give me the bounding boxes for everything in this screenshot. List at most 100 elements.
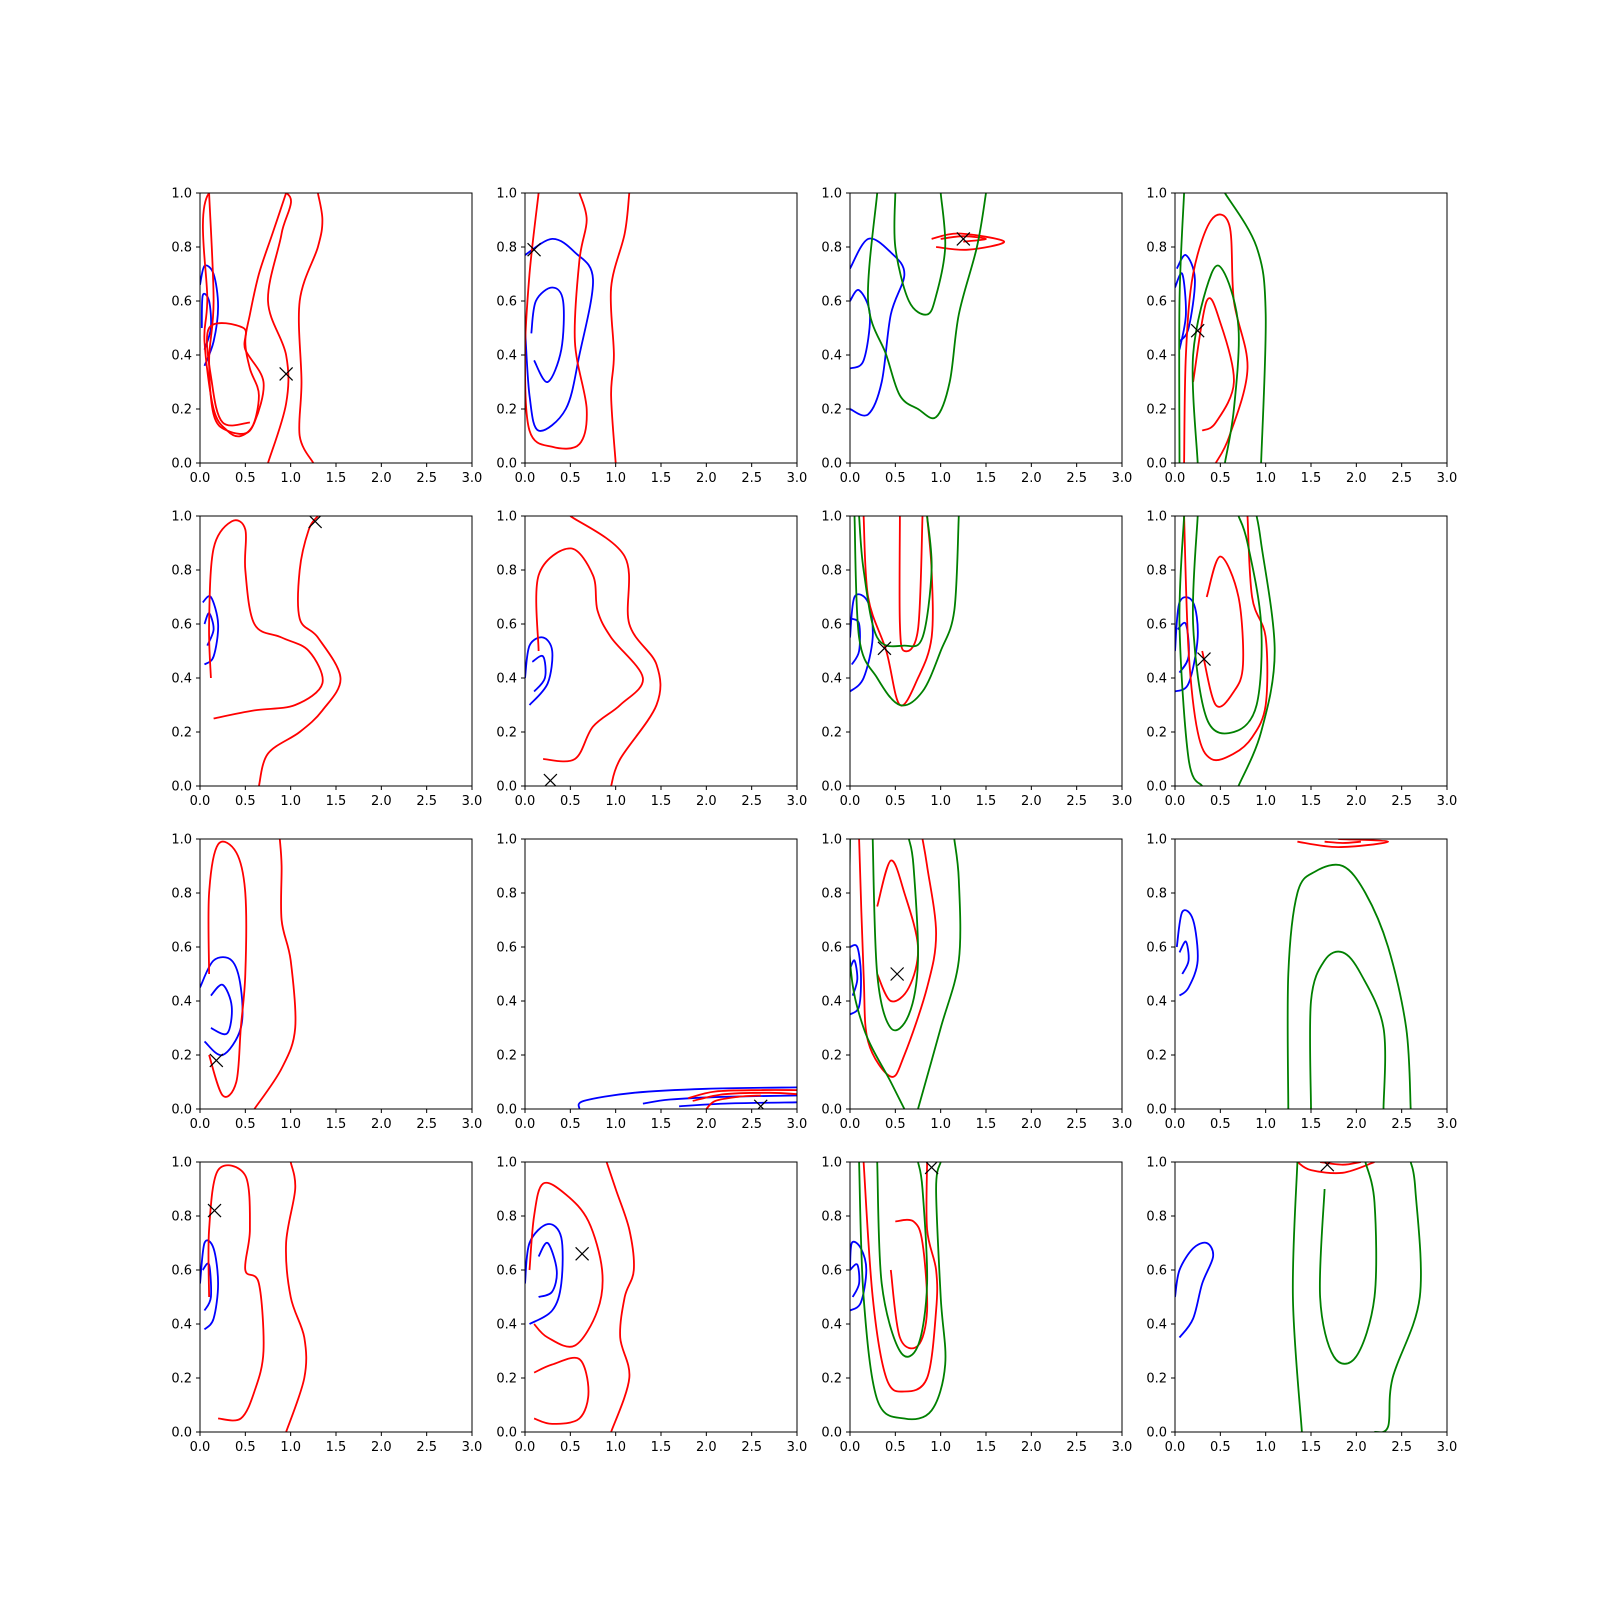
y-tick-label: 0.6 — [1146, 618, 1167, 633]
green-contour-line — [1318, 1162, 1378, 1365]
x-tick-label: 0.0 — [840, 794, 861, 809]
y-tick-label: 0.2 — [1146, 403, 1167, 418]
marker-stroke — [757, 1099, 768, 1109]
y-tick-label: 0.0 — [821, 457, 842, 472]
x-tick-label: 1.0 — [1255, 471, 1276, 486]
red-contour-line — [876, 859, 919, 1003]
red-contour-line — [1201, 555, 1245, 708]
x-tick-label: 0.0 — [840, 471, 861, 486]
y-tick-label: 1.0 — [1146, 833, 1167, 848]
green-contour-line — [1191, 516, 1263, 735]
axes-frame — [1174, 1161, 1448, 1433]
red-contour-line — [297, 193, 324, 463]
green-contour-line — [893, 193, 947, 316]
subplot-3: 0.0 0.5 1.0 1.5 2.0 2.5 3.0 0.0 0.2 0.4 0.6 0.8 1.0 — [821, 187, 1132, 487]
x-tick-label: 2.0 — [371, 1440, 392, 1455]
x-tick-label: 1.0 — [1255, 1440, 1276, 1455]
x-tick-label: 1.0 — [930, 794, 951, 809]
y-tick-label: 0.4 — [496, 995, 517, 1010]
x-tick-label: 2.5 — [1066, 794, 1087, 809]
x-tick-label: 3.0 — [787, 794, 808, 809]
x-tick-label: 2.0 — [696, 1440, 717, 1455]
x-tick-label: 1.0 — [930, 1117, 951, 1132]
x-marker — [308, 516, 323, 529]
plot-area — [200, 193, 324, 463]
x-tick-label: 0.5 — [235, 1117, 256, 1132]
y-tick-label: 1.0 — [171, 1156, 192, 1171]
x-tick-label: 0.5 — [560, 1440, 581, 1455]
x-marker — [207, 1203, 222, 1218]
x-tick-label: 2.5 — [741, 794, 762, 809]
blue-contour-line — [850, 1263, 861, 1298]
plot-area — [1175, 193, 1267, 463]
y-tick-label: 0.8 — [171, 564, 192, 579]
subplot-12: 0.0 0.5 1.0 1.5 2.0 2.5 3.0 0.0 0.2 0.4 0.6 0.8 1.0 — [1146, 833, 1457, 1133]
axes-frame — [199, 838, 473, 1110]
red-contour-line — [940, 235, 987, 243]
x-tick-label: 2.5 — [741, 1440, 762, 1455]
x-tick-label: 1.5 — [326, 471, 347, 486]
y-tick-label: 0.8 — [1146, 887, 1167, 902]
red-contour-line — [525, 193, 588, 450]
x-tick-label: 2.5 — [741, 471, 762, 486]
x-tick-label: 3.0 — [787, 1440, 808, 1455]
axes-frame — [849, 1161, 1123, 1433]
green-contour-line — [1178, 516, 1204, 786]
y-tick-label: 0.6 — [496, 941, 517, 956]
x-tick-label: 2.5 — [1066, 1117, 1087, 1132]
x-tick-label: 2.0 — [1346, 1440, 1367, 1455]
subplot-10: 0.0 0.5 1.0 1.5 2.0 2.5 3.0 0.0 0.2 0.4 0.6 0.8 1.0 — [496, 833, 807, 1133]
y-tick-label: 0.0 — [496, 1103, 517, 1118]
green-contour-line — [858, 1162, 947, 1421]
y-tick-label: 0.0 — [171, 1103, 192, 1118]
x-tick-label: 0.5 — [885, 471, 906, 486]
x-tick-label: 3.0 — [1112, 1117, 1133, 1132]
x-tick-label: 0.5 — [885, 1117, 906, 1132]
plot-area — [200, 1162, 308, 1432]
red-contour-line — [253, 839, 297, 1109]
blue-contour-line — [642, 1094, 797, 1105]
y-tick-label: 0.4 — [171, 1318, 192, 1333]
x-marker — [543, 773, 558, 786]
y-tick-label: 0.6 — [171, 618, 192, 633]
red-contour-line — [605, 1162, 635, 1432]
x-tick-label: 0.0 — [1165, 471, 1186, 486]
y-tick-label: 0.8 — [496, 564, 517, 579]
y-tick-label: 0.4 — [496, 1318, 517, 1333]
blue-contour-line — [203, 612, 215, 646]
green-contour-line — [1224, 193, 1267, 463]
y-tick-label: 0.6 — [496, 618, 517, 633]
x-tick-label: 2.0 — [371, 794, 392, 809]
x-marker — [890, 967, 905, 981]
subplot-9: 0.0 0.5 1.0 1.5 2.0 2.5 3.0 0.0 0.2 0.4 0.6 0.8 1.0 — [171, 833, 482, 1133]
x-marker — [575, 1246, 590, 1261]
y-tick-label: 1.0 — [1146, 187, 1167, 202]
x-marker — [956, 231, 971, 246]
x-tick-label: 2.5 — [416, 471, 437, 486]
blue-contour-line — [1175, 1241, 1215, 1339]
y-tick-label: 0.0 — [496, 1426, 517, 1441]
x-tick-label: 0.0 — [190, 1117, 211, 1132]
y-tick-label: 0.0 — [1146, 1103, 1167, 1118]
green-contour-line — [1237, 516, 1276, 786]
x-tick-label: 3.0 — [1437, 1440, 1458, 1455]
y-tick-label: 0.8 — [1146, 241, 1167, 256]
plot-area — [1175, 839, 1412, 1109]
y-tick-label: 0.2 — [171, 726, 192, 741]
x-tick-label: 0.5 — [235, 471, 256, 486]
marker-stroke — [877, 641, 892, 656]
x-tick-label: 2.0 — [1021, 794, 1042, 809]
y-tick-label: 0.0 — [821, 780, 842, 795]
green-contour-line — [1309, 950, 1387, 1109]
x-tick-label: 1.5 — [651, 1440, 672, 1455]
y-tick-label: 0.6 — [821, 1264, 842, 1279]
y-tick-label: 0.0 — [1146, 780, 1167, 795]
blue-contour-line — [851, 617, 861, 665]
x-marker — [1190, 323, 1205, 338]
y-tick-label: 0.4 — [1146, 995, 1167, 1010]
x-tick-label: 2.0 — [1346, 471, 1367, 486]
y-tick-label: 0.4 — [496, 349, 517, 364]
red-contour-line — [285, 1162, 308, 1432]
blue-contour-line — [201, 1262, 212, 1311]
y-tick-label: 0.8 — [1146, 1210, 1167, 1225]
